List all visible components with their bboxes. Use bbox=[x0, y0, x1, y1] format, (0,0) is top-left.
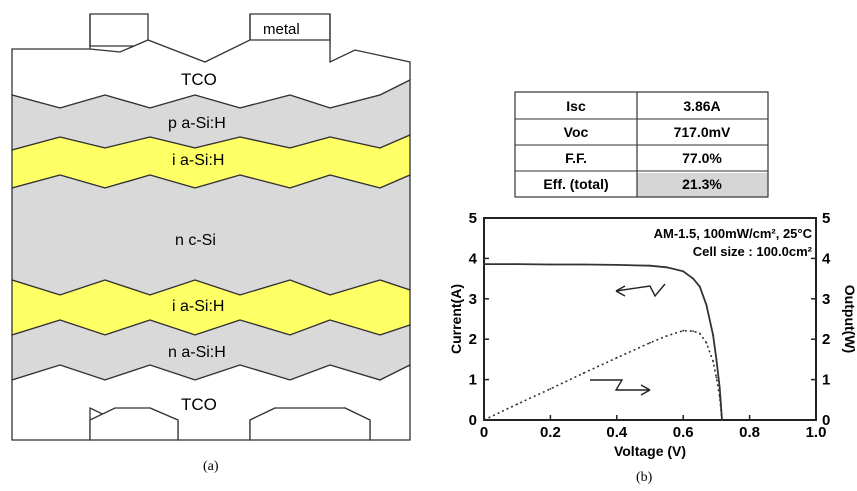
data-point bbox=[698, 332, 701, 335]
caption-b: (b) bbox=[636, 470, 653, 485]
table-label-voc: Voc bbox=[564, 124, 589, 140]
data-point bbox=[692, 330, 695, 332]
table-label-isc: Isc bbox=[566, 98, 586, 114]
x-tick-label: 0.6 bbox=[673, 424, 694, 441]
data-point bbox=[483, 419, 485, 421]
y2-axis-label: Output(W) bbox=[842, 285, 857, 353]
output-power-curve bbox=[483, 329, 723, 421]
table-value-isc: 3.86A bbox=[683, 98, 720, 114]
x-tick-label: 0.4 bbox=[606, 424, 628, 441]
metal-contact-bottom-right bbox=[249, 407, 371, 441]
data-point bbox=[682, 270, 685, 273]
data-point bbox=[705, 304, 708, 306]
current-series-arrow bbox=[615, 283, 666, 298]
data-point bbox=[682, 329, 685, 332]
data-point bbox=[649, 264, 651, 267]
data-point bbox=[549, 388, 552, 390]
data-point bbox=[715, 358, 718, 361]
i-layer-top-label: i a-Si:H bbox=[172, 152, 224, 169]
data-point bbox=[705, 341, 708, 344]
data-point bbox=[698, 285, 701, 288]
x-tick-label: 0.2 bbox=[540, 424, 561, 441]
chart-annotation-line1: AM-1.5, 100mW/cm², 25°C bbox=[654, 226, 813, 241]
x-axis-label: Voltage (V) bbox=[614, 443, 686, 459]
data-point bbox=[718, 386, 721, 389]
y-axis-label: Current(A) bbox=[448, 284, 464, 354]
data-point bbox=[718, 396, 721, 398]
table-value-eff: 21.3% bbox=[682, 176, 722, 192]
y2-tick-label: 0 bbox=[822, 412, 830, 429]
y-tick-label: 1 bbox=[469, 372, 477, 389]
table-value-voc: 717.0mV bbox=[674, 124, 731, 140]
chart-annotation-line2: Cell size : 100.0cm² bbox=[693, 244, 813, 259]
table-label-eff: Eff. (total) bbox=[543, 176, 608, 192]
current-curve bbox=[484, 263, 723, 421]
y2-tick-label: 3 bbox=[822, 291, 830, 308]
table-value-ff: 77.0% bbox=[682, 150, 722, 166]
tco-top-layer bbox=[11, 14, 411, 109]
x-tick-label: 1.0 bbox=[806, 424, 827, 441]
tco-bottom-label: TCO bbox=[181, 395, 217, 414]
metal-contact-bottom-left bbox=[89, 407, 179, 441]
data-point bbox=[516, 403, 519, 406]
data-point bbox=[516, 263, 519, 265]
n-c-si-label: n c-Si bbox=[175, 232, 216, 249]
data-point bbox=[649, 341, 651, 344]
data-point bbox=[615, 356, 618, 359]
caption-a: (a) bbox=[203, 459, 219, 474]
data-point bbox=[582, 372, 585, 374]
highlight-cell bbox=[637, 173, 768, 197]
results-table: Isc 3.86A Voc 717.0mV F.F. 77.0% Eff. (t… bbox=[514, 91, 769, 198]
y-tick-label: 0 bbox=[469, 412, 477, 429]
data-point bbox=[615, 264, 618, 266]
plot-frame bbox=[483, 217, 817, 421]
data-point bbox=[712, 334, 714, 337]
data-point bbox=[549, 263, 552, 266]
output-series-arrow bbox=[590, 379, 651, 396]
y-tick-label: 2 bbox=[469, 331, 477, 348]
data-point bbox=[692, 277, 695, 280]
x-tick-label: 0 bbox=[480, 424, 488, 441]
y2-tick-label: 4 bbox=[822, 250, 831, 267]
layer-stack-diagram: metal TCO p a-Si:H i a-Si:H n c-Si i a-S… bbox=[11, 13, 411, 474]
i-layer-bottom-label: i a-Si:H bbox=[172, 298, 224, 315]
x-tick-label: 0.8 bbox=[739, 424, 760, 441]
y-tick-label: 5 bbox=[469, 210, 477, 227]
y2-tick-label: 2 bbox=[822, 331, 830, 348]
tco-top-label: TCO bbox=[181, 70, 217, 89]
data-point bbox=[483, 263, 485, 265]
data-point bbox=[665, 266, 668, 269]
n-layer-label: n a-Si:H bbox=[168, 344, 226, 361]
data-point bbox=[665, 335, 668, 337]
metal-label: metal bbox=[263, 21, 300, 38]
table-label-ff: F.F. bbox=[565, 150, 587, 166]
data-point bbox=[712, 360, 714, 363]
y2-tick-label: 5 bbox=[822, 210, 830, 227]
y-tick-label: 3 bbox=[469, 291, 477, 308]
data-point bbox=[582, 263, 585, 266]
data-point bbox=[715, 376, 718, 379]
y-tick-label: 4 bbox=[469, 250, 478, 267]
data-point bbox=[721, 419, 723, 421]
p-layer-label: p a-Si:H bbox=[168, 115, 226, 132]
y2-tick-label: 1 bbox=[822, 372, 830, 389]
